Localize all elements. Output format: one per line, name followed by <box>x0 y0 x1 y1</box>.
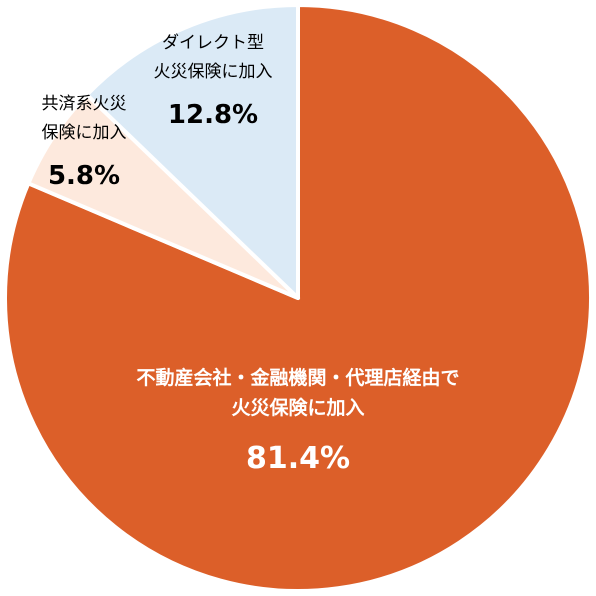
slice-value-label-2: 5.8% <box>48 161 120 191</box>
slice-value-label-3: 12.8% <box>168 100 258 130</box>
slice-value-label-1: 81.4% <box>246 441 350 476</box>
slice-label-3-line-1: ダイレクト型 <box>162 33 264 53</box>
slice-label-1-line-1: 不動産会社・金融機関・代理店経由で <box>136 366 459 389</box>
pie-slice-3 <box>84 3 300 300</box>
slice-label-2-line-2: 保険に加入 <box>42 123 127 143</box>
slice-label-1-line-2: 火災保険に加入 <box>231 396 364 419</box>
slice-label-3-line-2: 火災保険に加入 <box>154 62 273 82</box>
slice-label-2-line-1: 共済系火災 <box>42 94 127 114</box>
